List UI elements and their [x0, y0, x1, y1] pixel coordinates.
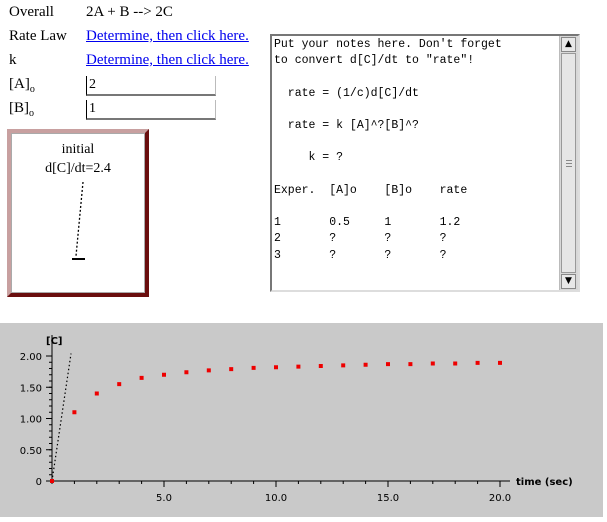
a0-label-sub: o — [29, 84, 35, 95]
data-point — [117, 382, 122, 387]
x-tick-label: 15.0 — [377, 493, 399, 504]
k-label: k — [9, 52, 17, 68]
data-point — [274, 365, 278, 370]
overall-label: Overall — [9, 4, 54, 20]
data-point — [162, 372, 166, 377]
x-tick-label: 10.0 — [265, 493, 287, 504]
y-tick-label: 1.50 — [20, 383, 42, 394]
x-axis-title: time (sec) — [516, 477, 573, 488]
notes-textarea[interactable]: Put your notes here. Don't forget to con… — [274, 38, 502, 262]
initial-rate-panel-inner: initial d[C]/dt=2.4 — [11, 133, 145, 293]
scroll-thumb[interactable] — [561, 53, 576, 273]
a0-input[interactable] — [86, 76, 216, 96]
y-tick-label: 0 — [36, 477, 42, 488]
notes-scrollbar[interactable]: ▲ ▼ — [559, 36, 578, 290]
b0-label-sub: o — [29, 108, 34, 119]
tangent-line — [51, 353, 72, 482]
b0-label-text: [B] — [9, 100, 29, 116]
initial-rate-panel: initial d[C]/dt=2.4 — [7, 129, 149, 297]
triangle-down-icon: ▼ — [565, 276, 572, 286]
chart-tangent — [51, 353, 72, 482]
y-tick-label: 1.00 — [20, 415, 42, 426]
b0-label: [B]o — [9, 100, 34, 119]
grip-line — [566, 166, 572, 167]
a0-label-text: [A] — [9, 76, 30, 92]
data-point — [318, 364, 323, 368]
k-link[interactable]: Determine, then click here. — [86, 52, 249, 68]
data-point — [430, 361, 435, 366]
concentration-graph: [C] time (sec) 0 0.50 1.00 1.50 2.00 5.0 10.0 15… — [0, 323, 603, 517]
tangent-sketch — [72, 181, 85, 260]
data-point — [206, 368, 211, 373]
data-point — [498, 360, 502, 365]
data-point — [50, 479, 54, 483]
data-point — [408, 362, 413, 367]
b0-input[interactable] — [86, 100, 216, 120]
chart-axes: [C] time (sec) — [46, 335, 573, 488]
data-point — [251, 365, 256, 370]
rate-law-label: Rate Law — [9, 28, 67, 44]
triangle-up-icon: ▲ — [565, 39, 572, 49]
y-axis-title: [C] — [46, 336, 62, 347]
concentration-chart: [C] time (sec) 0 0.50 1.00 1.50 2.00 5.0 10.0 15… — [20, 335, 573, 504]
scroll-up-button[interactable]: ▲ — [561, 37, 576, 52]
notes-panel: Put your notes here. Don't forget to con… — [270, 34, 580, 292]
data-point — [475, 360, 480, 365]
tangent-dotted-line — [75, 181, 84, 257]
x-tick-label: 5.0 — [156, 493, 172, 504]
initial-rate-value: d[C]/dt=2.4 — [45, 161, 111, 176]
grip-line — [566, 160, 572, 161]
a0-label: [A]o — [9, 76, 35, 95]
data-point — [72, 410, 77, 415]
y-tick-label: 2.00 — [20, 352, 42, 363]
chart-ticks: 0 0.50 1.00 1.50 2.00 5.0 10.0 15.0 20.0 — [20, 352, 511, 504]
data-point — [341, 363, 346, 368]
data-point — [453, 361, 458, 366]
chart-points — [50, 360, 502, 483]
scroll-down-button[interactable]: ▼ — [561, 274, 576, 289]
data-point — [184, 370, 189, 375]
rate-law-link[interactable]: Determine, then click here. — [86, 28, 249, 44]
data-point — [94, 391, 99, 396]
y-tick-label: 0.50 — [20, 446, 42, 457]
initial-rate-title: initial — [61, 142, 95, 157]
data-point — [363, 362, 368, 367]
data-point — [139, 375, 144, 380]
overall-reaction: 2A + B --> 2C — [86, 4, 173, 20]
x-tick-label: 20.0 — [489, 493, 511, 504]
data-point — [386, 362, 390, 367]
grip-line — [566, 163, 572, 164]
data-point — [229, 367, 234, 372]
data-point — [296, 364, 301, 369]
